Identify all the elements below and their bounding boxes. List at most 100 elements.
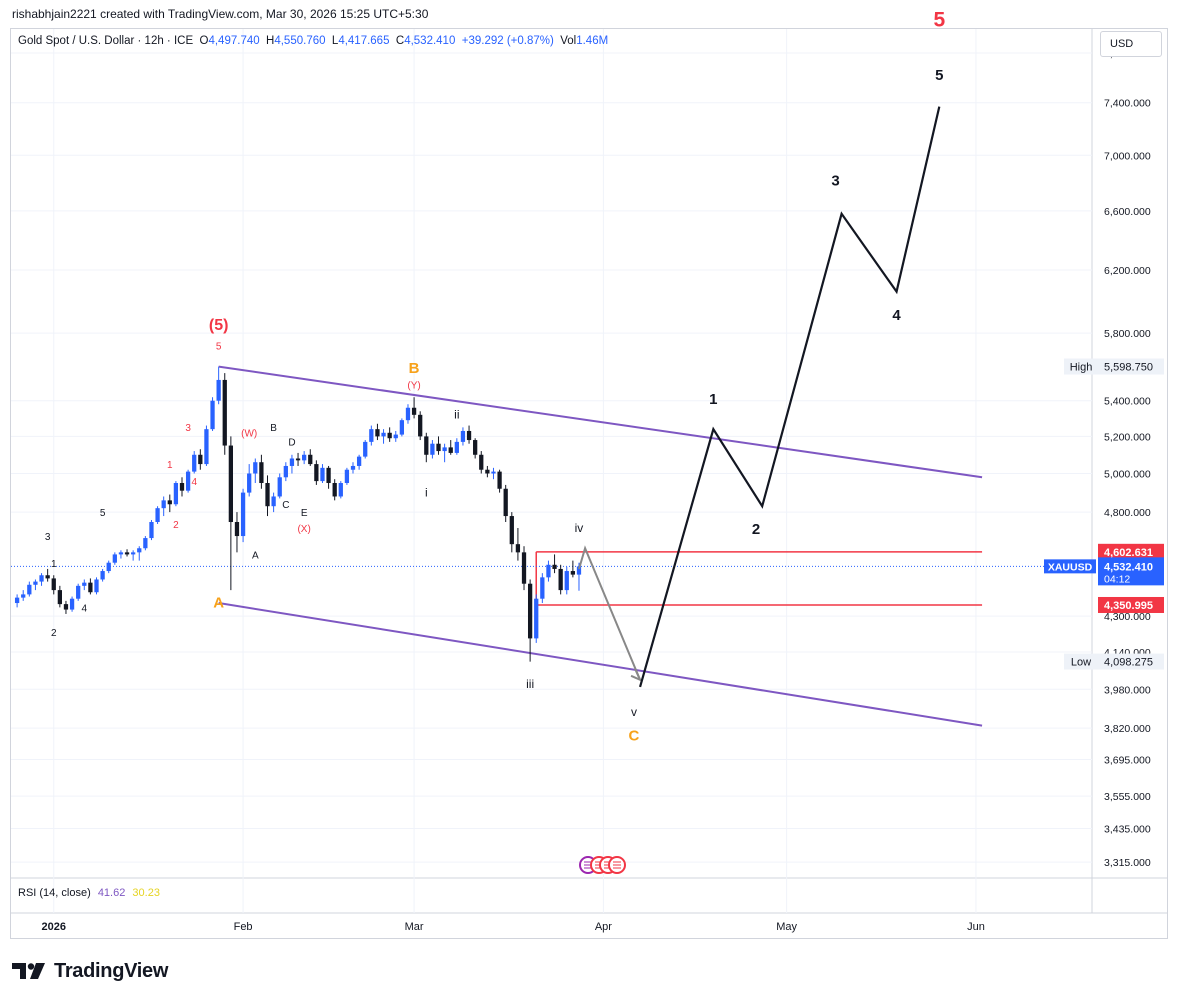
candle[interactable] <box>466 425 472 444</box>
wave-label[interactable]: 2 <box>51 628 57 639</box>
candle[interactable] <box>82 579 87 591</box>
wave-label[interactable]: 1 <box>51 559 57 570</box>
candle[interactable] <box>515 528 521 561</box>
candle[interactable] <box>167 494 172 513</box>
candle[interactable] <box>558 564 563 595</box>
candle[interactable] <box>418 411 423 441</box>
candle[interactable] <box>173 481 179 507</box>
candle[interactable] <box>161 496 166 517</box>
candle[interactable] <box>137 546 142 561</box>
candle[interactable] <box>45 568 50 582</box>
candle[interactable] <box>363 440 368 459</box>
wave-label[interactable]: iv <box>575 521 584 535</box>
candle[interactable] <box>302 451 307 465</box>
candle[interactable] <box>479 451 484 474</box>
candle[interactable] <box>198 449 203 470</box>
candle[interactable] <box>424 432 429 463</box>
candle[interactable] <box>204 425 209 466</box>
candle[interactable] <box>546 560 551 582</box>
currency-selector[interactable]: USD <box>1100 31 1162 57</box>
candle[interactable] <box>564 566 569 595</box>
channel-line[interactable] <box>218 602 983 727</box>
candle[interactable] <box>411 397 417 419</box>
candle[interactable] <box>540 573 545 604</box>
candle[interactable] <box>448 440 453 455</box>
chart-frame[interactable] <box>10 28 1168 939</box>
candle[interactable] <box>369 425 374 446</box>
candle[interactable] <box>534 594 539 643</box>
wave-label[interactable]: 3 <box>185 423 191 434</box>
candle[interactable] <box>338 481 343 499</box>
candle[interactable] <box>210 397 215 431</box>
candle[interactable] <box>570 560 576 578</box>
candle[interactable] <box>247 464 252 497</box>
wave-label[interactable]: B <box>409 360 420 377</box>
wave-label[interactable]: A <box>213 594 224 611</box>
candle[interactable] <box>33 579 38 591</box>
candle[interactable] <box>185 469 191 493</box>
candle[interactable] <box>485 465 490 478</box>
wave-label[interactable]: v <box>631 705 637 719</box>
wave-label[interactable]: i <box>425 485 428 499</box>
candle[interactable] <box>399 418 405 437</box>
candle[interactable] <box>51 575 56 595</box>
wave-label[interactable]: 4 <box>892 307 901 324</box>
candle[interactable] <box>124 549 130 557</box>
candle[interactable] <box>356 454 362 470</box>
economic-event-icon[interactable] <box>608 856 626 874</box>
candle[interactable] <box>509 512 514 553</box>
candle[interactable] <box>106 560 111 574</box>
candle[interactable] <box>228 436 234 591</box>
candle[interactable] <box>216 366 221 405</box>
wave-label[interactable]: 4 <box>82 604 88 615</box>
wave-label[interactable]: A <box>252 551 259 562</box>
candle[interactable] <box>491 467 496 480</box>
candle[interactable] <box>149 520 154 541</box>
wave-label[interactable]: 5 <box>935 67 943 84</box>
wave-label[interactable]: ii <box>454 407 459 421</box>
candle[interactable] <box>521 546 527 591</box>
wave-label[interactable]: 3 <box>831 172 839 189</box>
candle[interactable] <box>143 536 148 551</box>
candle[interactable] <box>314 460 319 485</box>
wave-label[interactable]: 4 <box>191 477 197 488</box>
candle[interactable] <box>27 581 32 597</box>
candle[interactable] <box>100 568 105 582</box>
candle[interactable] <box>375 423 380 441</box>
candle[interactable] <box>289 454 295 474</box>
candle[interactable] <box>277 473 282 499</box>
candle[interactable] <box>283 462 288 482</box>
wave-label[interactable]: D <box>288 438 295 449</box>
candle[interactable] <box>497 469 502 493</box>
wave-label[interactable]: C <box>629 728 640 745</box>
candle[interactable] <box>393 430 398 442</box>
candle[interactable] <box>552 554 557 574</box>
candle[interactable] <box>436 436 441 455</box>
candle[interactable] <box>57 585 62 608</box>
candle[interactable] <box>192 451 197 474</box>
candle[interactable] <box>63 600 69 614</box>
candle[interactable] <box>454 438 459 455</box>
candle[interactable] <box>155 506 160 525</box>
wave-label[interactable]: 5 <box>933 9 945 32</box>
candle[interactable] <box>503 484 508 523</box>
wave-label[interactable]: 1 <box>709 391 717 408</box>
candle[interactable] <box>308 449 313 466</box>
candle[interactable] <box>473 438 478 459</box>
wave-label[interactable]: 1 <box>167 460 173 471</box>
candle[interactable] <box>222 373 227 455</box>
candle[interactable] <box>179 477 185 497</box>
candle[interactable] <box>332 479 337 501</box>
candle[interactable] <box>88 578 93 595</box>
candle[interactable] <box>295 452 301 466</box>
candle[interactable] <box>112 552 117 565</box>
candle[interactable] <box>271 492 276 513</box>
candle[interactable] <box>430 440 435 459</box>
wave-label[interactable]: (Y) <box>407 381 420 392</box>
candle[interactable] <box>320 464 325 484</box>
candle[interactable] <box>253 458 258 484</box>
projection-path-black[interactable] <box>638 106 941 688</box>
candle[interactable] <box>131 550 136 561</box>
candle[interactable] <box>326 465 331 489</box>
wave-label[interactable]: 2 <box>752 521 760 538</box>
